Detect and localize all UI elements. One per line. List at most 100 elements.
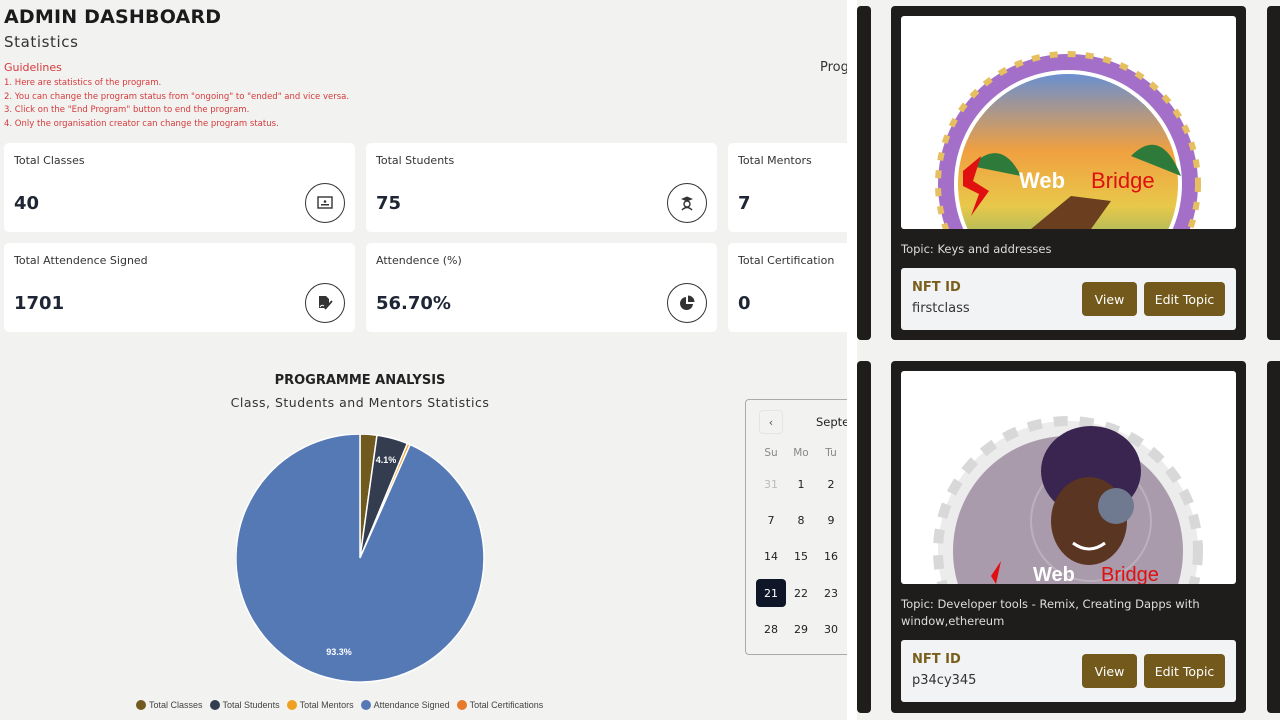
- stat-label: Total Certification: [738, 254, 835, 267]
- calendar-day[interactable]: 31: [764, 477, 778, 491]
- classroom-icon: [305, 183, 345, 223]
- stat-label: Total Classes: [14, 154, 85, 167]
- day-header: Mo: [793, 447, 809, 459]
- nft-id-value: firstclass: [912, 301, 970, 316]
- nft-image: Web Bridge: [901, 16, 1236, 229]
- calendar-day[interactable]: 29: [794, 622, 808, 636]
- view-button[interactable]: View: [1082, 654, 1137, 688]
- legend-dot: [456, 700, 467, 710]
- calendar-day[interactable]: 2: [827, 477, 835, 491]
- calendar-day[interactable]: 1: [797, 477, 805, 491]
- legend-label: Total Students: [222, 700, 280, 710]
- calendar-day[interactable]: 15: [794, 549, 808, 563]
- slice-label-attendance: 93.3%: [326, 647, 352, 657]
- calendar-day[interactable]: 16: [824, 549, 838, 563]
- stat-value: 1701: [14, 293, 65, 314]
- legend-item[interactable]: Total Students: [209, 700, 280, 710]
- nft-card: Web Bridge Topic: Developer tools - Remi…: [891, 361, 1246, 713]
- calendar-day-selected[interactable]: 21: [756, 579, 786, 607]
- stat-card-total-certification: Total Certification 0: [728, 243, 847, 332]
- legend-item[interactable]: Total Classes: [136, 700, 203, 710]
- nft-id-value: p34cy345: [912, 673, 977, 688]
- stat-card-total-mentors: Total Mentors 7: [728, 143, 847, 232]
- view-button[interactable]: View: [1082, 282, 1137, 316]
- calendar-day[interactable]: 7: [767, 513, 775, 527]
- stat-card-total-students: Total Students 75: [366, 143, 717, 232]
- stat-card-total-attendance: Total Attendence Signed 1701: [4, 243, 355, 332]
- guideline-item: 4. Only the organisation creator can cha…: [4, 118, 279, 129]
- legend-item[interactable]: Attendance Signed: [360, 700, 450, 710]
- nft-card: Web Bridge Topic: Keys and addresses NFT…: [891, 6, 1246, 340]
- chart-title: PROGRAMME ANALYSIS: [274, 373, 446, 388]
- nft-footer: NFT ID firstclass View Edit Topic: [901, 268, 1236, 330]
- stat-value: 7: [738, 193, 751, 214]
- edit-topic-button[interactable]: Edit Topic: [1144, 282, 1225, 316]
- legend-label: Total Mentors: [299, 700, 354, 710]
- stat-label: Total Attendence Signed: [14, 254, 148, 267]
- legend-label: Total Certifications: [469, 700, 544, 710]
- nft-id-label: NFT ID: [912, 280, 961, 295]
- edit-topic-button[interactable]: Edit Topic: [1144, 654, 1225, 688]
- slice-label-students: 4.1%: [376, 455, 397, 465]
- calendar-day[interactable]: 14: [764, 549, 778, 563]
- svg-text:Web: Web: [1033, 564, 1075, 584]
- stat-label: Total Students: [376, 154, 455, 167]
- calendar: ‹ Septe Su Mo Tu 31 1 2 7 8 9 14 15 16 2…: [745, 399, 847, 655]
- guideline-item: 3. Click on the "End Program" button to …: [4, 105, 250, 115]
- legend-label: Attendance Signed: [373, 700, 450, 710]
- legend-dot: [360, 700, 371, 710]
- legend-dot: [136, 700, 146, 710]
- page-subtitle: Statistics: [4, 33, 79, 51]
- nft-card-partial: [1267, 6, 1280, 340]
- stat-card-total-classes: Total Classes 40: [4, 143, 355, 232]
- day-header: Tu: [825, 447, 837, 459]
- nft-cards-panel: Web Bridge Topic: Keys and addresses NFT…: [857, 0, 1280, 720]
- nft-topic: Topic: Keys and addresses: [901, 242, 1052, 256]
- slice-attendance-signed: [236, 434, 485, 683]
- page-title: ADMIN DASHBOARD: [4, 6, 222, 28]
- stat-card-attendance-percent: Attendence (%) 56.70%: [366, 243, 717, 332]
- svg-text:Bridge: Bridge: [1101, 564, 1159, 584]
- nft-footer: NFT ID p34cy345 View Edit Topic: [901, 640, 1236, 702]
- day-header: Su: [764, 447, 778, 459]
- stat-label: Attendence (%): [376, 254, 462, 267]
- guidelines: Guidelines 1. Here are statistics of the…: [4, 61, 349, 131]
- program-status-label: Prog: [820, 60, 847, 75]
- programme-pie-chart[interactable]: 4.1% 93.3%: [236, 434, 486, 684]
- guidelines-title: Guidelines: [4, 61, 62, 74]
- stat-value: 40: [14, 193, 40, 214]
- stat-label: Total Mentors: [738, 154, 812, 167]
- chart-subtitle: Class, Students and Mentors Statistics: [230, 395, 490, 410]
- guideline-item: 2. You can change the program status fro…: [4, 91, 350, 102]
- calendar-month: Septe: [816, 415, 847, 429]
- chevron-left-icon[interactable]: ‹: [759, 410, 783, 434]
- calendar-day[interactable]: 23: [824, 586, 838, 600]
- nft-card-partial: [857, 6, 871, 340]
- calendar-day[interactable]: 28: [764, 622, 778, 636]
- nft-id-label: NFT ID: [912, 652, 961, 667]
- legend-dot: [286, 700, 297, 710]
- legend-label: Total Classes: [149, 700, 203, 710]
- stat-value: 75: [376, 193, 402, 214]
- stat-value: 56.70%: [376, 293, 451, 314]
- svg-text:Bridge: Bridge: [1091, 168, 1155, 193]
- guideline-item: 1. Here are statistics of the program.: [4, 78, 162, 88]
- legend-item[interactable]: Total Mentors: [286, 700, 354, 710]
- student-icon: [667, 183, 707, 223]
- stat-value: 0: [738, 293, 751, 314]
- nft-card-partial: [857, 361, 871, 713]
- panel-divider: [847, 0, 857, 720]
- calendar-day[interactable]: 9: [827, 513, 835, 527]
- calendar-day[interactable]: 22: [794, 586, 808, 600]
- web3-logo-text: Web: [1019, 168, 1065, 193]
- chart-legend: Total Classes Total Students Total Mento…: [136, 700, 543, 710]
- signature-icon: [305, 283, 345, 323]
- nft-image: Web Bridge: [901, 371, 1236, 584]
- calendar-day[interactable]: 30: [824, 622, 838, 636]
- pie-chart-icon: [667, 283, 707, 323]
- nft-topic: Topic: Developer tools - Remix, Creating…: [901, 597, 1200, 628]
- calendar-day[interactable]: 8: [797, 513, 805, 527]
- legend-dot: [209, 700, 220, 710]
- legend-item[interactable]: Total Certifications: [456, 700, 544, 710]
- admin-dashboard-panel: ADMIN DASHBOARD Statistics Guidelines 1.…: [4, 6, 847, 710]
